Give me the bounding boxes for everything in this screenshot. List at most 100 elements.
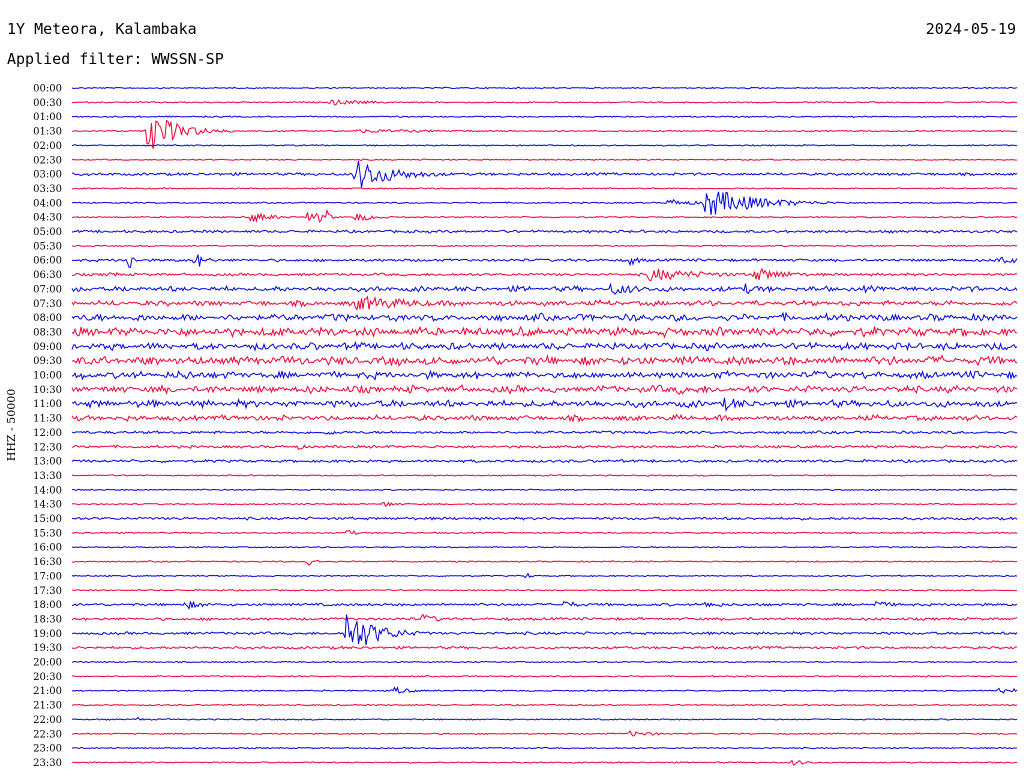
row-time-label: 01:30 xyxy=(33,127,62,138)
trace-line xyxy=(71,86,1018,90)
trace-line xyxy=(71,384,1018,396)
trace-line xyxy=(71,158,1018,162)
row-time-label: 01:00 xyxy=(33,112,62,123)
row-time-label: 09:00 xyxy=(33,342,62,353)
trace-line xyxy=(71,645,1018,650)
row-time-label: 02:30 xyxy=(33,155,62,166)
trace-line xyxy=(72,115,1018,118)
row-time-label: 00:00 xyxy=(33,84,62,95)
row-time-label: 05:00 xyxy=(33,227,62,238)
trace-line xyxy=(72,588,1018,592)
row-time-label: 06:30 xyxy=(33,270,62,281)
row-time-label: 10:00 xyxy=(33,371,62,382)
trace-line xyxy=(71,458,1018,464)
trace-line xyxy=(71,229,1018,234)
trace-line xyxy=(71,99,1017,106)
row-time-label: 13:30 xyxy=(33,471,62,482)
row-time-label: 06:00 xyxy=(33,256,62,267)
row-time-label: 17:30 xyxy=(33,586,62,597)
trace-line xyxy=(71,254,1018,268)
row-time-label: 12:00 xyxy=(33,428,62,439)
trace-line xyxy=(71,295,1018,311)
row-time-label: 14:30 xyxy=(33,500,62,511)
trace-line xyxy=(71,397,1018,412)
row-time-label: 17:00 xyxy=(33,571,62,582)
trace-line xyxy=(72,160,1018,188)
row-time-label: 05:30 xyxy=(33,241,62,252)
row-time-label: 03:00 xyxy=(33,170,62,181)
row-time-label: 15:30 xyxy=(33,528,62,539)
trace-line xyxy=(72,614,1018,646)
row-time-label: 22:00 xyxy=(33,715,62,726)
date-label: 2024-05-19 xyxy=(925,20,1016,38)
trace-line xyxy=(71,144,1018,147)
trace-line xyxy=(71,572,1018,579)
trace-line xyxy=(71,674,1018,678)
trace-line xyxy=(71,660,1018,664)
row-time-label: 11:30 xyxy=(33,414,62,425)
row-time-label: 21:00 xyxy=(33,686,62,697)
row-time-label: 16:30 xyxy=(33,557,62,568)
row-time-label: 02:00 xyxy=(33,141,62,152)
trace-line xyxy=(71,187,1018,190)
row-time-label: 14:00 xyxy=(33,485,62,496)
trace-line xyxy=(71,501,1017,507)
row-time-label: 08:30 xyxy=(33,327,62,338)
row-time-label: 19:00 xyxy=(33,629,62,640)
row-time-label: 12:30 xyxy=(33,442,62,453)
trace-line xyxy=(71,474,1018,477)
trace-line xyxy=(71,686,1018,694)
trace-line xyxy=(71,369,1018,381)
trace-line xyxy=(71,311,1018,323)
trace-line xyxy=(71,488,1018,492)
y-axis-label: HHZ - 50000 xyxy=(5,389,18,462)
trace-line xyxy=(72,759,1018,766)
row-time-label: 16:00 xyxy=(33,543,62,554)
trace-line xyxy=(71,613,1018,622)
trace-line xyxy=(71,529,1018,535)
trace-line xyxy=(71,559,1018,566)
trace-line xyxy=(71,716,1018,721)
row-time-label: 00:30 xyxy=(33,98,62,109)
row-time-label: 23:00 xyxy=(33,744,62,755)
row-time-label: 09:30 xyxy=(33,356,62,367)
row-time-label: 15:00 xyxy=(33,514,62,525)
row-time-label: 04:30 xyxy=(33,213,62,224)
trace-line xyxy=(71,430,1018,435)
trace-line xyxy=(71,413,1018,424)
trace-line xyxy=(71,354,1018,367)
row-time-label: 22:30 xyxy=(33,729,62,740)
row-time-label: 08:00 xyxy=(33,313,62,324)
station-title: 1Y Meteora, Kalambaka xyxy=(7,20,197,38)
trace-line xyxy=(71,516,1018,521)
trace-line xyxy=(71,729,1018,737)
trace-line xyxy=(71,545,1018,549)
row-time-label: 18:00 xyxy=(33,600,62,611)
row-time-label: 11:00 xyxy=(33,399,62,410)
filter-label: Applied filter: WWSSN-SP xyxy=(7,50,224,68)
row-time-label: 19:30 xyxy=(33,643,62,654)
row-time-label: 03:30 xyxy=(33,184,62,195)
row-time-label: 10:30 xyxy=(33,385,62,396)
trace-line xyxy=(71,325,1017,339)
time-label-group: 00:00 00:30 01:00 01:30 02:00 02:30 03:00 03:30… xyxy=(33,84,62,769)
trace-line xyxy=(71,244,1018,248)
trace-line xyxy=(71,340,1018,352)
row-time-label: 07:00 xyxy=(33,284,62,295)
trace-line xyxy=(71,444,1018,451)
row-time-label: 21:30 xyxy=(33,701,62,712)
row-time-label: 20:30 xyxy=(33,672,62,683)
trace-line xyxy=(71,703,1018,707)
trace-line xyxy=(71,282,1018,296)
row-time-label: 13:00 xyxy=(33,457,62,468)
trace-line xyxy=(71,119,1018,149)
trace-line xyxy=(72,746,1017,750)
row-time-label: 04:00 xyxy=(33,198,62,209)
row-time-label: 18:30 xyxy=(33,614,62,625)
row-time-label: 07:30 xyxy=(33,299,62,310)
trace-line xyxy=(71,208,1018,223)
row-time-label: 20:00 xyxy=(33,658,62,669)
trace-line xyxy=(71,600,1018,610)
trace-group xyxy=(71,86,1018,766)
